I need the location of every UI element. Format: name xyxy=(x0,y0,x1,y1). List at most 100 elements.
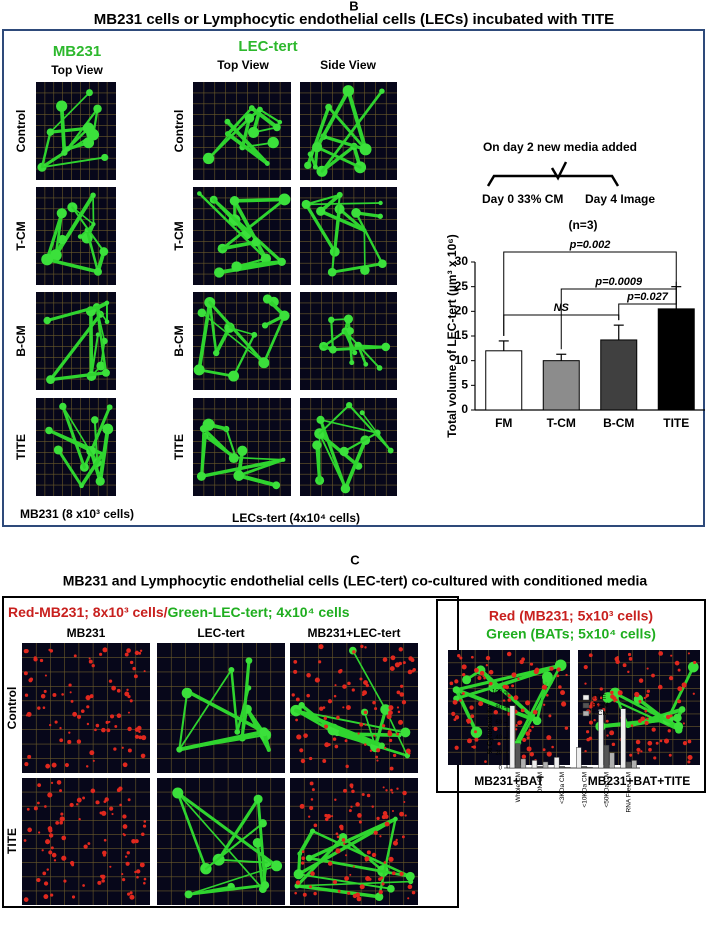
cell xyxy=(24,693,29,697)
cell xyxy=(402,790,407,796)
cell xyxy=(27,827,32,833)
cell xyxy=(277,119,283,125)
cell xyxy=(61,855,67,861)
cell xyxy=(138,735,143,740)
cell xyxy=(350,805,353,808)
cell xyxy=(352,350,358,356)
cell xyxy=(126,892,131,896)
cell xyxy=(295,697,300,702)
row-label: T-CM xyxy=(14,221,28,250)
cell xyxy=(629,753,633,757)
cell xyxy=(92,759,95,762)
panel-title: MB231 and Lymphocytic endothelial cells … xyxy=(63,573,648,589)
cell xyxy=(351,208,361,218)
cell xyxy=(122,832,125,836)
cell xyxy=(43,689,47,693)
cell-network xyxy=(95,305,108,375)
cell xyxy=(213,349,220,357)
cell xyxy=(327,699,333,704)
cell xyxy=(99,652,103,656)
cell xyxy=(628,657,633,661)
cell xyxy=(457,654,461,658)
cell xyxy=(520,708,525,713)
cell xyxy=(336,191,343,198)
cell xyxy=(502,699,506,702)
cell xyxy=(60,812,64,816)
cell-network xyxy=(186,690,266,734)
cell-network xyxy=(49,91,91,133)
cell-network xyxy=(40,130,52,169)
cell xyxy=(89,750,95,756)
cell xyxy=(667,729,671,733)
cell xyxy=(37,801,40,805)
cell xyxy=(228,370,240,382)
cell xyxy=(68,683,72,687)
cell-network xyxy=(178,692,189,751)
cell-network xyxy=(331,193,341,274)
cell xyxy=(101,368,110,377)
cell xyxy=(356,896,362,902)
cell xyxy=(410,657,415,662)
cell xyxy=(23,897,29,902)
x-tick-label: RNA Free CM xyxy=(626,772,633,812)
cell xyxy=(521,657,525,662)
cell xyxy=(61,835,67,841)
cell xyxy=(348,809,352,813)
row-label: Control xyxy=(14,110,28,153)
cell xyxy=(52,692,57,697)
cell xyxy=(44,805,47,808)
cell xyxy=(41,849,44,852)
cell xyxy=(86,89,93,97)
cell xyxy=(332,737,337,741)
cell xyxy=(474,667,479,673)
cell xyxy=(346,327,354,335)
cell xyxy=(606,734,609,737)
cell xyxy=(109,865,112,868)
cell xyxy=(86,722,90,726)
cell xyxy=(452,699,458,705)
cell xyxy=(103,838,107,842)
cell-network xyxy=(305,202,382,206)
cell xyxy=(599,696,603,700)
cell xyxy=(398,719,404,725)
cell xyxy=(454,745,459,750)
bar xyxy=(542,360,580,411)
cell xyxy=(122,814,127,819)
cell xyxy=(382,657,388,662)
cell xyxy=(677,699,682,704)
bar xyxy=(559,766,565,769)
cell xyxy=(324,813,328,818)
cell-network xyxy=(232,333,256,378)
cell xyxy=(562,701,566,705)
cell xyxy=(197,191,202,196)
cell xyxy=(328,345,337,354)
cell xyxy=(381,882,385,886)
micrograph xyxy=(36,187,116,285)
cell xyxy=(256,106,263,113)
cell xyxy=(126,688,129,692)
cell xyxy=(344,875,350,881)
micrograph xyxy=(300,82,397,180)
cell xyxy=(400,727,411,738)
micrograph xyxy=(22,778,150,905)
cell xyxy=(114,725,118,728)
cell xyxy=(399,684,404,688)
cell-network xyxy=(361,412,378,434)
cell xyxy=(363,680,368,686)
cell xyxy=(325,103,333,111)
cell xyxy=(59,816,65,822)
cell xyxy=(497,742,501,746)
cell xyxy=(96,361,106,371)
cell xyxy=(306,672,311,678)
cell xyxy=(401,835,405,839)
cell xyxy=(479,670,485,676)
cell xyxy=(318,660,322,664)
cell-network xyxy=(79,452,105,488)
cell xyxy=(140,753,146,759)
cell-network xyxy=(197,300,212,372)
cell xyxy=(335,832,339,836)
cell xyxy=(670,654,673,657)
cell xyxy=(390,788,393,792)
cell xyxy=(599,687,603,691)
annotation: p=0.002 xyxy=(569,239,611,251)
